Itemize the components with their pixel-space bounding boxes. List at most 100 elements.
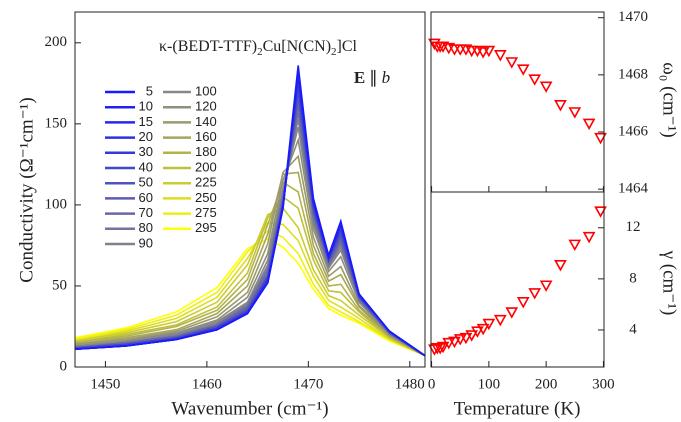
legend-label: 70 [139, 205, 153, 220]
data-point [594, 206, 607, 218]
title-part: κ-(BEDT-TTF) [159, 38, 257, 55]
data-point [482, 318, 496, 331]
data-point [582, 118, 596, 131]
legend-label: 225 [195, 175, 217, 190]
legend-label: 30 [139, 144, 153, 159]
legend-label: 60 [139, 190, 153, 205]
spectrum-line [74, 65, 426, 357]
y-axis-label: Conductivity (Ω⁻¹cm⁻¹) [16, 97, 37, 282]
data-point [539, 81, 553, 93]
y-tick-label: 150 [45, 115, 68, 131]
spectrum-line [74, 180, 426, 357]
legend-label: 90 [139, 235, 153, 250]
y-axis-label: ω₀ (cm⁻¹) [659, 62, 680, 137]
x-tick-label: 200 [535, 376, 558, 392]
data-point [459, 332, 473, 345]
legend-label: 15 [139, 114, 153, 129]
data-point [476, 323, 490, 336]
title-part: 2 [331, 46, 337, 58]
y-tick-label: 200 [45, 34, 68, 50]
x-axis-label: Wavenumber (cm⁻¹) [171, 398, 328, 419]
x-tick-label: 1480 [395, 376, 425, 392]
title-part: 2 [257, 46, 263, 58]
legend-label: 120 [195, 99, 217, 114]
data-point [505, 307, 519, 319]
y-tick-label: 1468 [618, 66, 648, 82]
y-tick-label: 100 [45, 196, 68, 212]
data-point [516, 297, 530, 309]
data-point [448, 336, 461, 349]
x-tick-label: 0 [428, 376, 436, 392]
legend-label: 200 [195, 159, 217, 174]
y-tick-label: 1466 [618, 123, 649, 139]
plot-frame [430, 11, 605, 193]
data-point [505, 57, 519, 69]
data-point [493, 50, 507, 62]
legend-label: 20 [139, 129, 153, 144]
y-tick-label: 12 [626, 219, 641, 235]
data-point [539, 280, 553, 292]
y-tick-label: 4 [629, 321, 637, 337]
title-part: Cu[N(CN) [263, 38, 331, 55]
y-tick-label: 8 [629, 270, 637, 286]
data-point [516, 64, 530, 76]
spectrum-line [74, 171, 426, 357]
chart-title: κ-(BEDT-TTF)2Cu[N(CN)2]Cl [159, 38, 358, 58]
data-point [568, 239, 582, 252]
y-tick-label: 1470 [618, 9, 648, 25]
data-point [442, 337, 456, 350]
data-point [554, 100, 567, 112]
legend-label: 250 [195, 190, 217, 205]
data-point [453, 334, 467, 346]
legend-label: 275 [195, 205, 217, 220]
spectrum-line [74, 229, 426, 357]
x-tick-label: 1470 [293, 376, 323, 392]
legend-label: 40 [139, 159, 153, 174]
annotation-part: E [354, 68, 365, 87]
x-axis-label: Temperature (K) [454, 398, 581, 419]
x-tick-label: 300 [592, 376, 615, 392]
legend-label: 80 [139, 220, 153, 235]
legend-label: 100 [195, 83, 217, 98]
data-point [476, 47, 490, 59]
legend-label: 160 [195, 129, 217, 144]
data-point [568, 107, 582, 119]
legend-label: 50 [139, 175, 153, 190]
legend-label: 295 [195, 220, 217, 235]
spectrum-line [74, 238, 426, 357]
spectrum-line [74, 207, 426, 357]
spectrum-line [74, 195, 426, 357]
data-point [482, 45, 496, 58]
y-tick-label: 0 [60, 358, 68, 374]
data-point [436, 341, 450, 354]
data-point [428, 344, 441, 356]
spectrum-line [74, 154, 426, 357]
x-tick-label: 100 [478, 376, 501, 392]
legend-label: 180 [195, 144, 217, 159]
x-tick-label: 1460 [192, 376, 222, 392]
data-point [594, 132, 607, 145]
x-tick-label: 1450 [90, 376, 120, 392]
data-point [471, 326, 484, 338]
annotation: E ∥ b [354, 68, 390, 87]
title-part: ]Cl [337, 38, 358, 55]
data-point [528, 74, 542, 86]
data-point [433, 343, 447, 355]
spectrum-line [74, 221, 426, 357]
data-point [493, 314, 507, 327]
y-tick-label: 1464 [618, 181, 649, 197]
annotation-part: ∥ [369, 68, 378, 87]
legend-label: 10 [139, 99, 153, 114]
plot-frame [430, 191, 605, 368]
data-point [528, 288, 542, 300]
data-point [582, 231, 596, 244]
plot-frame [74, 11, 426, 368]
data-point [465, 330, 479, 342]
legend-label: 5 [146, 83, 153, 98]
y-tick-label: 50 [52, 277, 67, 293]
legend-label: 140 [195, 114, 217, 129]
annotation-part: b [382, 68, 391, 87]
y-axis-label: γ (cm⁻¹) [659, 250, 680, 316]
data-point [554, 260, 567, 272]
